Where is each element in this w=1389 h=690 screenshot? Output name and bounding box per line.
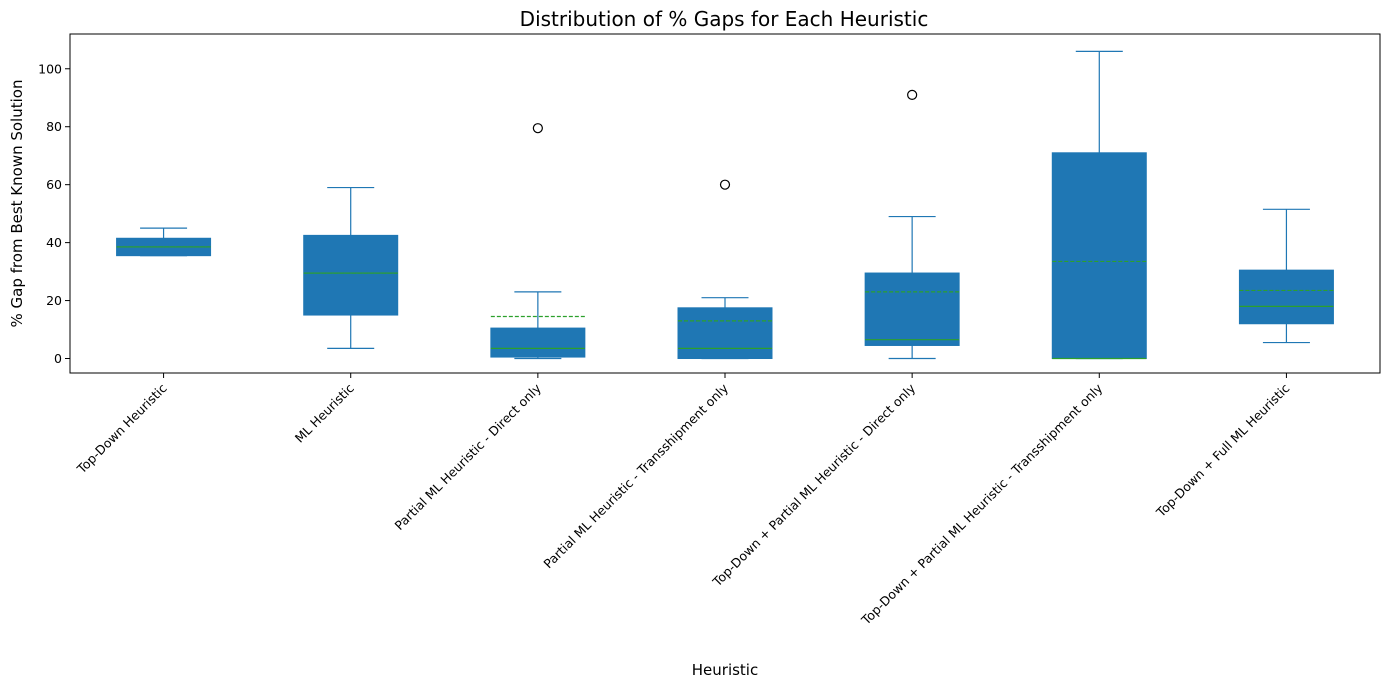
x-tick-label: Top-Down Heuristic bbox=[73, 380, 170, 477]
box-group bbox=[1051, 50, 1147, 360]
x-tick-label: ML Heuristic bbox=[292, 380, 357, 445]
y-tick-label: 60 bbox=[46, 177, 62, 192]
y-tick-label: 0 bbox=[54, 351, 62, 366]
x-tick-label: Top-Down + Partial ML Heuristic - Direct… bbox=[709, 380, 919, 590]
iqr-box bbox=[1051, 152, 1147, 360]
chart-title: Distribution of % Gaps for Each Heuristi… bbox=[520, 7, 929, 31]
x-tick-label: Partial ML Heuristic - Transshipment onl… bbox=[540, 380, 731, 571]
box-group bbox=[303, 186, 399, 349]
iqr-box bbox=[490, 327, 586, 358]
iqr-box bbox=[1238, 269, 1334, 325]
y-tick-label: 100 bbox=[38, 61, 62, 76]
box-group bbox=[1238, 208, 1334, 344]
x-tick-label: Top-Down + Partial ML Heuristic - Transs… bbox=[858, 380, 1106, 628]
x-axis-label: Heuristic bbox=[692, 661, 758, 679]
iqr-box bbox=[677, 307, 773, 360]
box-group bbox=[490, 123, 586, 360]
box-group bbox=[677, 179, 773, 360]
x-tick-label: Top-Down + Full ML Heuristic bbox=[1153, 380, 1293, 520]
box-group bbox=[864, 89, 960, 360]
outlier-point bbox=[532, 123, 543, 134]
outlier-point bbox=[907, 89, 918, 100]
y-tick-label: 20 bbox=[46, 293, 62, 308]
box-group bbox=[116, 227, 212, 257]
outlier-point bbox=[719, 179, 731, 190]
iqr-box bbox=[864, 272, 960, 346]
y-axis-label: % Gap from Best Known Solution bbox=[8, 80, 26, 328]
y-axis: 0 20 40 60 80 100 bbox=[38, 61, 70, 366]
iqr-box bbox=[303, 234, 399, 316]
y-tick-label: 40 bbox=[46, 235, 62, 250]
y-tick-label: 80 bbox=[46, 119, 62, 134]
x-tick-label: Partial ML Heuristic - Direct only bbox=[391, 380, 544, 533]
x-axis: Top-Down Heuristic ML Heuristic Partial ML… bbox=[73, 373, 1293, 628]
